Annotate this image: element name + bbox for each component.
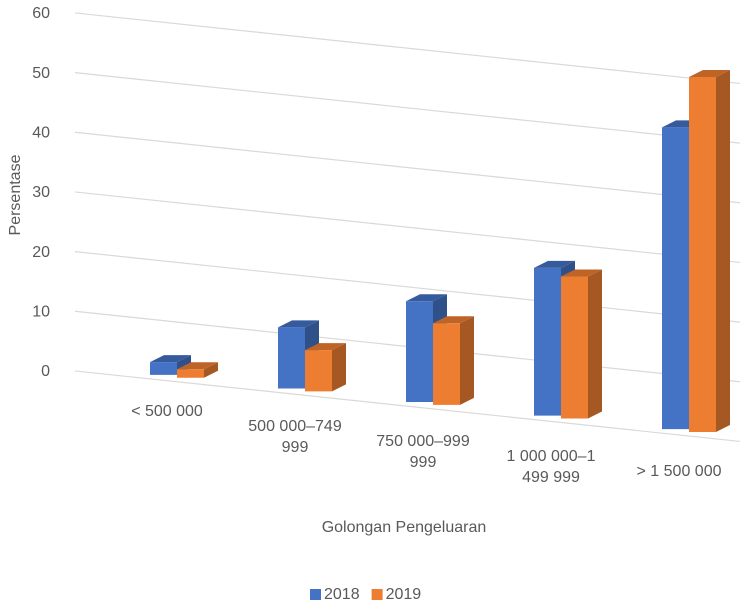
x-tick-label: 500 000–749 999 <box>248 418 342 456</box>
legend-label: 2018 <box>324 586 360 603</box>
bar-side <box>588 269 602 419</box>
bar <box>305 343 346 392</box>
bar-top <box>150 355 191 363</box>
bar-front <box>662 127 689 430</box>
bar-side <box>460 316 474 405</box>
x-axis-title: Golongan Pengeluaran <box>322 519 487 536</box>
legend-label: 2019 <box>386 586 422 603</box>
grid-line <box>74 12 741 85</box>
bar-front <box>278 327 305 389</box>
bar <box>177 362 218 378</box>
bar-top <box>689 70 730 78</box>
grid-line <box>74 131 741 204</box>
bar-top <box>177 362 218 370</box>
y-tick-label: 30 <box>32 184 50 201</box>
grid-line <box>74 191 741 264</box>
y-axis-title: Persentase <box>7 154 24 235</box>
y-tick-label: 40 <box>32 125 50 142</box>
bar-front <box>561 276 588 419</box>
bar <box>433 316 474 405</box>
x-tick-label: < 500 000 <box>131 403 203 420</box>
y-tick-label: 0 <box>41 363 50 380</box>
bar-front <box>534 267 561 416</box>
bar-top <box>534 260 575 268</box>
bar-front <box>406 301 433 403</box>
x-tick-label: 1 000 000–1 499 999 <box>506 448 596 486</box>
legend-swatch <box>310 589 321 600</box>
bar-top <box>278 320 319 328</box>
x-tick-label: > 1 500 000 <box>636 463 722 480</box>
x-tick-label: 750 000–999 999 <box>376 433 470 471</box>
bar-front <box>689 77 716 433</box>
grid-line <box>74 72 741 144</box>
grid-line <box>74 251 741 323</box>
bar-front <box>433 323 460 405</box>
bar-top <box>305 343 346 351</box>
bar-front <box>305 350 332 392</box>
y-tick-label: 10 <box>32 304 50 321</box>
y-tick-label: 20 <box>32 244 50 261</box>
bar-top <box>433 316 474 324</box>
bar-top <box>406 294 447 302</box>
bar <box>561 269 602 419</box>
bar-front <box>150 362 177 375</box>
y-tick-label: 60 <box>32 5 50 22</box>
bar-front <box>177 369 204 378</box>
legend-swatch <box>371 589 383 600</box>
bar-top <box>561 269 602 277</box>
grid-line <box>74 370 741 443</box>
y-tick-label: 50 <box>32 65 50 82</box>
bar-side <box>332 343 346 392</box>
bar-side <box>716 70 730 433</box>
bar-side <box>204 362 218 378</box>
bar <box>689 70 730 433</box>
